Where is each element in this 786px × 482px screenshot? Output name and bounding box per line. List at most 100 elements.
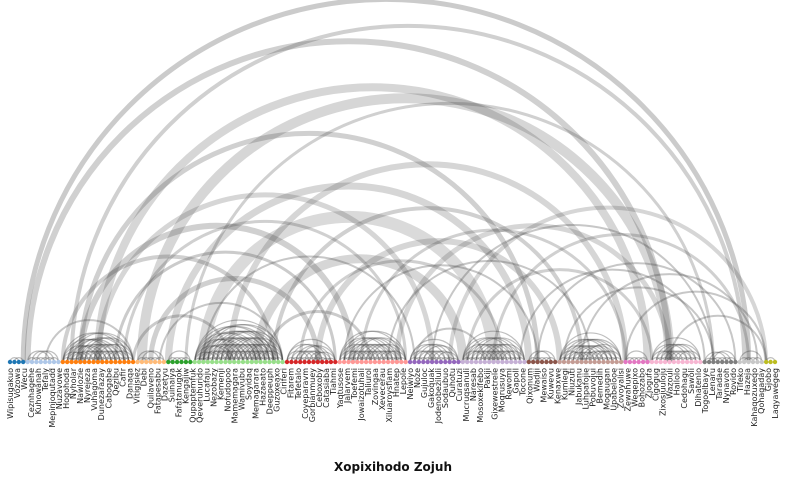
node-label: Fafatanugok [174,368,183,418]
node-label: Kumlegi [560,368,569,400]
link-arc [497,350,521,363]
node [658,359,663,365]
link-arc [563,286,715,363]
link-arc [422,345,459,363]
node [337,359,342,365]
node [157,359,162,365]
node-label: Vuhagoma [90,368,99,411]
link-arc [246,343,284,363]
node [539,359,545,365]
link-arc [233,337,284,363]
link-arc [88,343,125,363]
node [78,359,83,365]
node [491,359,496,365]
node [60,359,65,365]
node [320,359,325,365]
node [434,359,439,365]
node-label: Wazouli [666,368,675,399]
link-arc [198,351,222,363]
node-label: Gixewestrele [490,368,499,420]
node [223,359,228,365]
node [95,359,101,365]
link-arc [167,350,191,363]
node-label: Taliurol [364,368,373,397]
node [249,359,254,365]
node-label: Tefaly [41,368,50,392]
link-arc [27,350,51,363]
node [711,359,716,365]
node-label: Qohagaday [757,368,766,414]
node [500,359,505,365]
link-arc [677,350,701,363]
node-label: Wipisugakuo [6,368,15,419]
link-arc [216,337,266,363]
node-label: Tiahmi [329,368,338,396]
node-label: Guzoxeaxo [273,368,282,412]
link-arc [202,350,226,363]
link-arc [536,262,737,363]
link-arc [383,350,407,363]
node [662,359,668,365]
node [227,359,232,365]
link-arc [343,337,394,363]
link-arc [148,276,321,363]
node [7,359,13,365]
link-arc [347,343,385,363]
node-label: Jowaizotuhali [357,368,366,422]
link-arc [339,330,402,363]
link-arc [84,343,121,363]
node-label: Suinaiya [167,368,176,402]
node [715,359,720,365]
node-label: Rewomi [504,368,513,400]
node-label: Gorbianmuey [308,368,317,422]
node-label: Togoelbaye [701,368,710,414]
node-label: Mamemagara [231,368,240,423]
link-arc [194,332,257,363]
link-arc [572,338,622,363]
link-arc [365,350,389,363]
node-label: Gakoquak [427,368,436,408]
link-arc [202,324,279,363]
link-arc [418,350,442,363]
link-arc [708,351,732,363]
node [210,359,215,365]
link-arc [207,330,270,363]
node-label: Gjobo [764,368,773,391]
node [579,359,584,365]
link-arc [131,314,232,363]
node [130,359,136,365]
node [702,359,707,365]
link-arc [158,301,284,363]
node [596,359,602,365]
link-arc [233,350,257,363]
link-arc [387,259,592,363]
link-arc [84,350,108,363]
node [544,359,549,365]
link-arc [242,343,279,363]
link-arc [422,350,446,363]
link-arc [369,350,394,363]
link-arc [563,338,613,363]
link-arc [202,330,266,363]
link-arc [466,343,503,363]
link-arc [299,345,336,363]
node-label: Sodaubuo [441,368,450,408]
link-arc [369,343,407,363]
link-arc [528,350,552,363]
node [276,359,281,365]
link-arc [356,343,394,363]
link-arc [567,338,618,363]
node-label: Upabelooe [610,368,619,411]
node-label: Qixonum [525,368,534,404]
link-arc [594,350,618,363]
link-arc [365,343,402,363]
link-arc [260,350,284,363]
node-label: Danaqa [125,368,134,399]
node [583,359,589,365]
link-arc [409,338,459,363]
link-arc [220,350,244,363]
link-arc [198,345,235,363]
node-label: Zewahuwe [624,368,633,412]
diagram-title: Xopixihodo Zojuh [334,460,452,474]
node [298,359,303,365]
